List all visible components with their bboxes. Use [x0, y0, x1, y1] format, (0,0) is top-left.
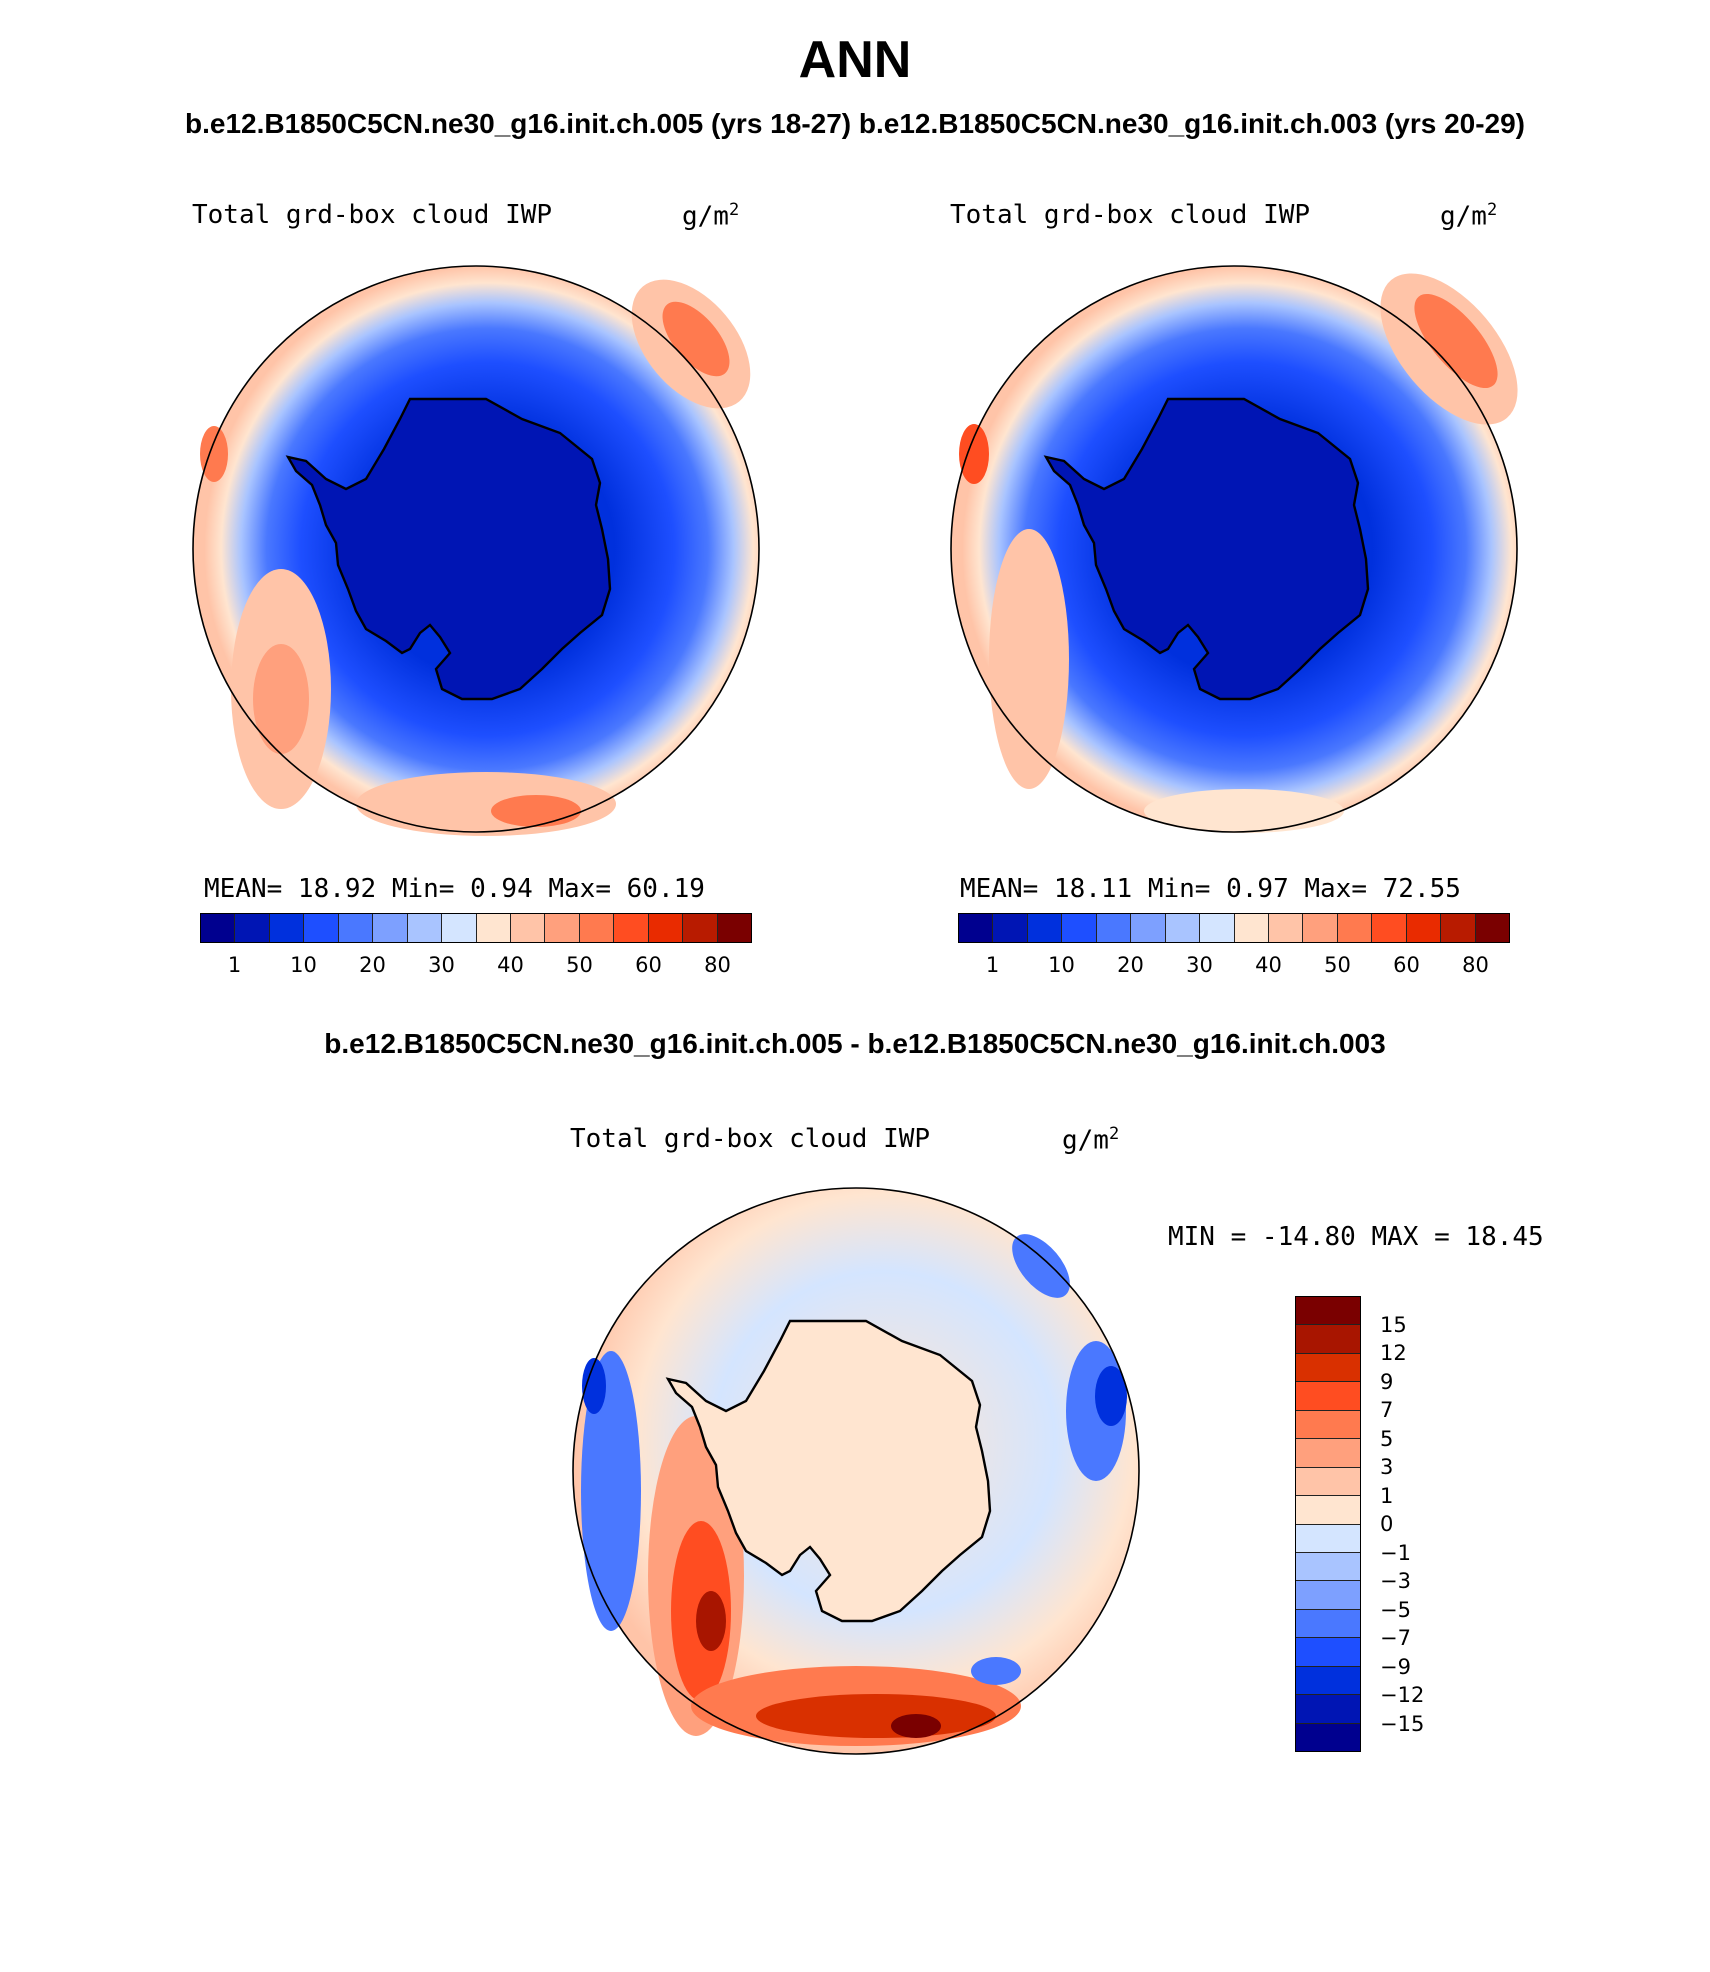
diff-colorbar-tick: 0	[1380, 1512, 1394, 1536]
panel1-units-label: g/m2	[682, 200, 740, 232]
diff-colorbar-tick: 1	[1380, 1483, 1394, 1508]
diff-colorbar-swatch	[1296, 1438, 1360, 1467]
panel2-colorbar-tick: 30	[1186, 953, 1213, 977]
panel1-colorbar-swatch	[268, 914, 304, 942]
diff-colorbar-tick: −5	[1380, 1597, 1411, 1622]
panel2-colorbar-swatch	[1026, 914, 1062, 942]
diff-colorbar-tick: −3	[1380, 1569, 1411, 1593]
panel2-colorbar-swatch	[1164, 914, 1200, 942]
panel1-colorbar-swatch	[201, 914, 235, 942]
panel2-colorbar-swatch	[1233, 914, 1268, 942]
diff-colorbar-swatch	[1296, 1324, 1360, 1353]
diff-stats: MIN = -14.80 MAX = 18.45	[1168, 1222, 1544, 1252]
panel2-colorbar-swatch	[1336, 914, 1372, 942]
panel1-stats: MEAN= 18.92 Min= 0.94 Max= 60.19	[204, 874, 705, 904]
diff-colorbar-tick: 3	[1380, 1455, 1394, 1479]
panel2-polar-map	[950, 265, 1518, 833]
panel2-colorbar-swatch	[1199, 914, 1234, 942]
panel2-colorbar-tick: 50	[1324, 953, 1351, 977]
diff-colorbar-swatch	[1296, 1297, 1360, 1325]
panel2-units-label: g/m2	[1440, 200, 1498, 232]
diff-colorbar-tick: 9	[1380, 1369, 1394, 1394]
panel2-stats: MEAN= 18.11 Min= 0.97 Max= 72.55	[960, 874, 1461, 904]
panel1-colorbar-tick: 50	[566, 953, 593, 977]
diff-colorbar-tick: 15	[1380, 1312, 1407, 1337]
diff-colorbar-swatch	[1296, 1381, 1360, 1410]
panel2-colorbar-tick: 40	[1255, 953, 1282, 977]
panel2-colorbar-swatch	[992, 914, 1027, 942]
panel2-colorbar-swatch	[1267, 914, 1303, 942]
panel1-colorbar-swatch	[441, 914, 476, 942]
panel2-colorbar-swatch	[959, 914, 993, 942]
panel2-colorbar-swatch	[1405, 914, 1441, 942]
panel1-colorbar-swatch	[647, 914, 683, 942]
panel2-colorbar-tick: 1	[985, 953, 1000, 977]
panel1-colorbar-swatch	[509, 914, 545, 942]
figure-season-title: ANN	[798, 31, 912, 89]
diff-title: b.e12.B1850C5CN.ne30_g16.init.ch.005 - b…	[324, 1028, 1386, 1059]
diff-colorbar-swatch	[1296, 1466, 1360, 1496]
panel2-colorbar-swatch	[1095, 914, 1131, 942]
diff-units-label: g/m2	[1062, 1124, 1120, 1156]
diff-colorbar-swatch	[1296, 1637, 1360, 1666]
panel1-colorbar-swatch	[716, 914, 751, 942]
diff-colorbar-swatch	[1296, 1722, 1360, 1751]
panel1-colorbar-swatch	[682, 914, 717, 942]
diff-colorbar-swatch	[1296, 1495, 1360, 1524]
panel1-colorbar-swatch	[475, 914, 510, 942]
panel1-colorbar-tick: 1	[227, 953, 242, 977]
panel2-colorbar-swatch	[1371, 914, 1406, 942]
panel1-colorbar-swatch	[337, 914, 373, 942]
panel1-colorbar-swatch	[234, 914, 269, 942]
panel2-colorbar-swatch	[1302, 914, 1337, 942]
panel1-colorbar	[200, 913, 752, 943]
panel1-colorbar-tick: 20	[359, 953, 386, 977]
diff-colorbar-swatch	[1296, 1665, 1360, 1695]
panel1-colorbar-swatch	[544, 914, 579, 942]
panel1-colorbar-swatch	[406, 914, 442, 942]
diff-colorbar-swatch	[1296, 1352, 1360, 1382]
diff-colorbar-swatch	[1296, 1409, 1360, 1439]
figure-case-header: b.e12.B1850C5CN.ne30_g16.init.ch.005 (yr…	[184, 108, 1526, 139]
panel1-colorbar-tick: 40	[497, 953, 524, 977]
diff-colorbar-swatch	[1296, 1523, 1360, 1552]
panel1-colorbar-tick: 80	[704, 953, 731, 977]
panel2-colorbar-swatch	[1440, 914, 1475, 942]
panel2-colorbar-tick: 20	[1117, 953, 1144, 977]
panel1-colorbar-tick: 30	[428, 953, 455, 977]
diff-colorbar	[1295, 1296, 1361, 1752]
panel1-variable-label: Total grd-box cloud IWP	[192, 200, 553, 230]
panel2-colorbar-tick: 10	[1048, 953, 1075, 977]
diff-colorbar-swatch	[1296, 1551, 1360, 1581]
panel2-colorbar-swatch	[1130, 914, 1165, 942]
panel2-colorbar-swatch	[1474, 914, 1509, 942]
diff-polar-map	[572, 1187, 1140, 1755]
diff-colorbar-tick: −1	[1380, 1540, 1411, 1565]
diff-colorbar-tick: 12	[1380, 1341, 1407, 1365]
panel2-colorbar-tick: 80	[1462, 953, 1489, 977]
diff-colorbar-tick: −15	[1380, 1711, 1425, 1736]
diff-colorbar-tick: −7	[1380, 1626, 1411, 1650]
diff-colorbar-swatch	[1296, 1694, 1360, 1723]
panel2-variable-label: Total grd-box cloud IWP	[950, 200, 1311, 230]
panel1-colorbar-swatch	[613, 914, 648, 942]
diff-colorbar-swatch	[1296, 1580, 1360, 1609]
panel2-colorbar	[958, 913, 1510, 943]
panel1-colorbar-swatch	[578, 914, 614, 942]
panel1-colorbar-swatch	[303, 914, 338, 942]
diff-variable-label: Total grd-box cloud IWP	[570, 1124, 931, 1154]
panel2-colorbar-swatch	[1061, 914, 1096, 942]
panel2-colorbar-tick: 60	[1393, 953, 1420, 977]
diff-colorbar-tick: −9	[1380, 1654, 1411, 1679]
diff-colorbar-swatch	[1296, 1608, 1360, 1638]
panel1-colorbar-swatch	[372, 914, 407, 942]
panel1-colorbar-tick: 10	[290, 953, 317, 977]
diff-colorbar-tick: 5	[1380, 1426, 1394, 1451]
diff-colorbar-tick: 7	[1380, 1398, 1394, 1422]
panel1-colorbar-tick: 60	[635, 953, 662, 977]
panel1-polar-map	[192, 265, 760, 836]
diff-colorbar-tick: −12	[1380, 1683, 1425, 1707]
